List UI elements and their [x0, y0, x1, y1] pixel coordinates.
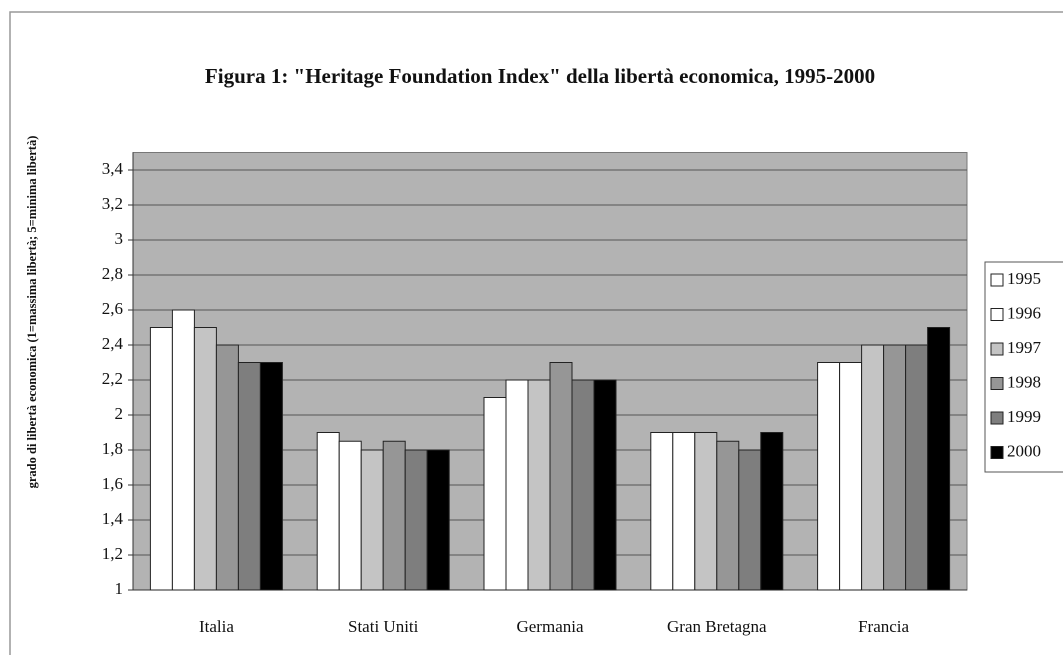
y-tick-label: 3,4 — [102, 159, 124, 178]
bar — [905, 344, 929, 591]
bar — [861, 344, 885, 591]
bar — [672, 432, 696, 591]
y-tick-label: 1,4 — [102, 509, 124, 528]
y-tick-label: 2 — [115, 404, 124, 423]
bar — [817, 362, 841, 591]
bar — [404, 449, 428, 591]
y-tick-label: 1,2 — [102, 544, 123, 563]
bar — [171, 309, 195, 591]
bar — [839, 362, 863, 591]
chart-title: Figura 1: "Heritage Foundation Index" de… — [204, 64, 876, 88]
bar — [215, 344, 239, 591]
bar — [259, 362, 283, 591]
x-tick-label: Italia — [199, 617, 234, 636]
bar — [694, 432, 718, 591]
legend-swatch — [990, 377, 1004, 390]
bar — [716, 440, 740, 591]
bar — [237, 362, 261, 591]
bar — [571, 379, 595, 591]
y-axis-label: grado di libertà economica (1=massima li… — [25, 135, 39, 489]
y-tick-label: 3,2 — [102, 194, 123, 213]
bar — [527, 379, 551, 591]
bar — [149, 327, 173, 591]
bar — [360, 449, 384, 591]
y-tick-label: 2,2 — [102, 369, 123, 388]
legend-swatch — [990, 308, 1004, 321]
frame — [9, 11, 1063, 655]
legend-box — [984, 261, 1063, 473]
legend-label: 1997 — [1007, 338, 1042, 357]
bar — [316, 432, 340, 591]
legend-swatch — [990, 446, 1004, 459]
bar — [650, 432, 674, 591]
legend-swatch — [990, 411, 1004, 425]
legend-label: 1996 — [1007, 303, 1041, 322]
bar — [382, 440, 406, 591]
legend-label: 1995 — [1007, 269, 1041, 288]
bar — [927, 327, 951, 591]
bar — [505, 379, 529, 591]
y-tick-label: 1,8 — [102, 439, 123, 458]
y-tick-label: 3 — [115, 229, 124, 248]
x-tick-label: Gran Bretagna — [667, 617, 767, 636]
legend-swatch — [990, 342, 1004, 356]
x-tick-label: Francia — [858, 617, 909, 636]
y-tick-label: 2,4 — [102, 334, 124, 353]
bar — [738, 449, 762, 591]
bar — [593, 379, 617, 591]
y-tick-label: 1 — [115, 579, 124, 598]
bar — [760, 432, 784, 591]
bar — [483, 397, 507, 591]
x-tick-label: Stati Uniti — [348, 617, 419, 636]
legend-swatch — [990, 273, 1004, 287]
bar — [549, 362, 573, 591]
bar — [883, 344, 907, 591]
bar — [426, 449, 450, 591]
y-tick-label: 2,8 — [102, 264, 123, 283]
bar — [193, 327, 217, 591]
bar — [338, 440, 362, 591]
y-tick-label: 2,6 — [102, 299, 123, 318]
x-tick-label: Germania — [516, 617, 583, 636]
legend-label: 1998 — [1007, 372, 1041, 391]
legend-label: 2000 — [1007, 441, 1041, 460]
y-tick-label: 1,6 — [102, 474, 123, 493]
legend-label: 1999 — [1007, 407, 1041, 426]
